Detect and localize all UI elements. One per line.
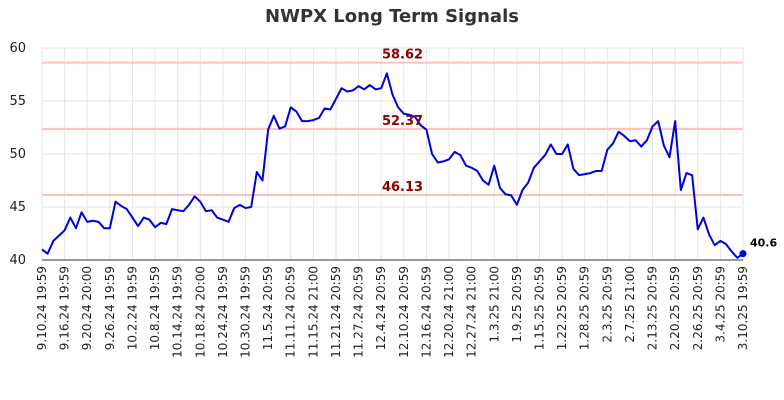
price-line <box>41 72 744 259</box>
x-tick-label: 9.20.24 20:00 <box>80 266 94 350</box>
signal-level-label: 58.62 <box>382 48 423 63</box>
x-tick-label: 9.10.24 19:59 <box>35 266 49 350</box>
series <box>41 72 747 259</box>
x-tick-label: 10.18.24 20:00 <box>193 266 207 358</box>
x-tick-label: 10.8.24 19:59 <box>148 266 162 350</box>
last-value-label: 40.6 <box>750 237 777 250</box>
x-tick-label: 9.26.24 19:59 <box>103 266 117 350</box>
x-tick-label: 12.20.24 21:00 <box>442 266 456 358</box>
x-tick-label: 2.20.25 20:59 <box>668 266 682 350</box>
annotations: 58.62 52.37 46.13 40.6 <box>382 48 778 250</box>
x-tick-label: 1.28.25 20:59 <box>578 266 592 350</box>
x-tick-label: 1.9.25 20:59 <box>510 266 524 343</box>
x-tick-label: 1.3.25 21:00 <box>487 266 501 343</box>
signal-level-label: 46.13 <box>382 180 423 195</box>
x-tick-label: 12.16.24 20:59 <box>419 266 433 358</box>
grid <box>41 47 744 261</box>
y-tick-label: 50 <box>9 147 26 162</box>
x-tick-label: 11.11.24 20:59 <box>284 266 298 358</box>
y-tick-label: 60 <box>9 41 26 56</box>
x-tick-label: 11.27.24 20:59 <box>352 266 366 358</box>
x-tick-label: 11.21.24 20:59 <box>329 266 343 358</box>
y-tick-label: 40 <box>9 253 26 268</box>
x-tick-label: 3.4.25 20:59 <box>713 266 727 343</box>
y-tick-label: 55 <box>9 94 26 109</box>
chart-title: NWPX Long Term Signals <box>265 6 519 27</box>
x-tick-label: 10.2.24 19:59 <box>125 266 139 350</box>
x-tick-label: 12.27.24 21:00 <box>465 266 479 358</box>
x-tick-label: 3.10.25 19:59 <box>736 266 750 350</box>
x-tick-label: 11.5.24 20:59 <box>261 266 275 350</box>
x-tick-label: 2.3.25 20:59 <box>600 266 614 343</box>
signal-level-label: 52.37 <box>382 114 423 129</box>
x-tick-label: 1.15.25 20:59 <box>532 266 546 350</box>
x-tick-label: 12.4.24 20:59 <box>374 266 388 350</box>
y-tick-label: 45 <box>9 200 26 215</box>
axes: 40 45 50 55 60 9.10.24 19:59 9.16.24 19:59 9.20… <box>9 41 750 358</box>
signal-levels <box>42 61 743 197</box>
x-tick-label: 12.10.24 20:59 <box>397 266 411 358</box>
x-tick-label: 10.24.24 19:59 <box>216 266 230 358</box>
x-tick-label: 10.30.24 19:59 <box>239 266 253 358</box>
x-tick-label: 9.16.24 19:59 <box>58 266 72 350</box>
x-tick-label: 11.15.24 21:00 <box>306 266 320 358</box>
last-point-marker <box>739 250 747 258</box>
x-tick-label: 1.22.25 20:59 <box>555 266 569 350</box>
x-tick-label: 2.13.25 20:59 <box>646 266 660 350</box>
x-tick-label: 2.7.25 21:00 <box>623 266 637 343</box>
x-tick-label: 2.26.25 20:59 <box>691 266 705 350</box>
x-tick-label: 10.14.24 19:59 <box>171 266 185 358</box>
